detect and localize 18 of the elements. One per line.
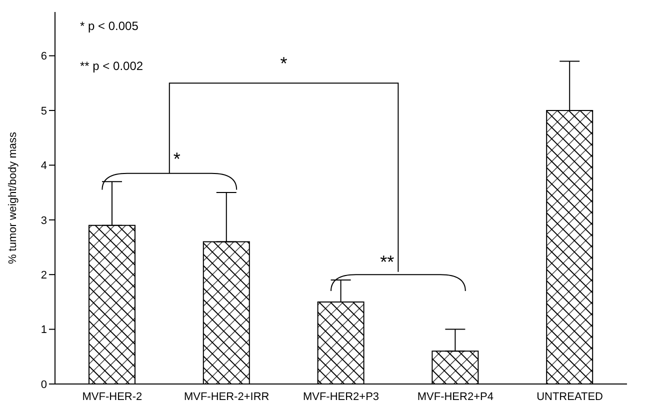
x-tick-label: MVF-HER2+P4 <box>417 390 494 403</box>
y-tick-label: 6 <box>40 50 47 63</box>
y-tick-label: 2 <box>40 269 47 282</box>
x-tick-label: MVF-HER2+P3 <box>302 390 380 403</box>
x-tick-label: MVF-HER-2+IRR <box>184 390 270 403</box>
annotation: * <box>173 149 180 170</box>
y-tick-label: 0 <box>40 378 47 391</box>
y-tick-label: 3 <box>40 214 47 227</box>
y-axis-title: % tumor weight/body mass <box>6 131 19 264</box>
x-tick-label: MVF-HER-2 <box>82 390 142 403</box>
annotation: ** p < 0.002 <box>80 59 144 73</box>
annotation: * p < 0.005 <box>80 19 139 33</box>
y-tick-label: 1 <box>40 324 47 336</box>
annotation: * <box>280 53 288 74</box>
y-tick-label: 5 <box>40 105 47 118</box>
y-tick-label: 4 <box>40 160 47 172</box>
x-tick-label: UNTREATED <box>536 390 604 403</box>
annotation: ** <box>380 252 394 272</box>
